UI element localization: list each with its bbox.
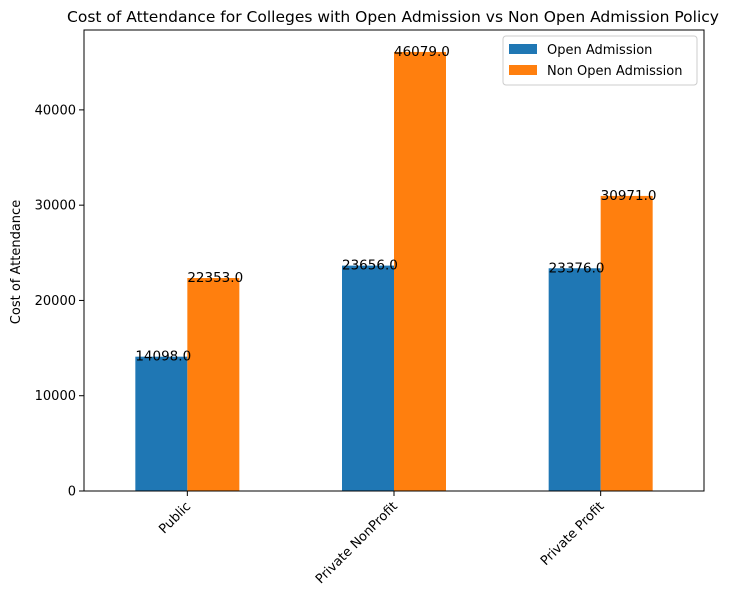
bars-group (135, 51, 653, 491)
bar-value-label: 23376.0 (549, 260, 605, 276)
plot-frame (83, 29, 705, 492)
y-tick-label: 30000 (35, 199, 76, 214)
x-tick-label: Public (156, 499, 194, 537)
bar-open-1 (342, 265, 394, 491)
x-tick-label: Private Profit (538, 499, 608, 569)
bar-labels-group: 14098.0 22353.0 23656.0 46079.0 23376.0 30971… (135, 44, 656, 365)
bar-non-open-0 (187, 278, 240, 491)
legend-label: Open Admission (547, 43, 652, 58)
y-axis: 0 10000 20000 30000 40000 (35, 103, 84, 500)
x-tick-label: Private NonProfit (313, 499, 401, 587)
legend-swatch (509, 44, 537, 54)
y-tick-label: 20000 (35, 294, 76, 309)
bar-value-label: 23656.0 (342, 258, 398, 274)
chart-title: Cost of Attendance for Colleges with Ope… (67, 8, 719, 26)
y-axis-label: Cost of Attendance (9, 200, 24, 324)
bar-non-open-2 (600, 195, 653, 491)
legend: Open Admission Non Open Admission (502, 35, 698, 86)
y-tick-label: 40000 (35, 103, 76, 118)
bar-open-0 (135, 356, 188, 491)
bar-non-open-1 (394, 51, 446, 491)
bar-value-label: 22353.0 (187, 270, 243, 286)
y-tick-label: 10000 (35, 389, 76, 404)
bar-open-2 (548, 268, 601, 491)
y-tick-label: 0 (68, 485, 76, 500)
legend-label: Non Open Admission (547, 64, 682, 79)
x-axis: Public Private NonProfit Private Profit (156, 491, 607, 587)
bar-value-label: 14098.0 (135, 349, 191, 365)
legend-swatch (509, 65, 537, 75)
bar-value-label: 46079.0 (394, 44, 450, 60)
bar-value-label: 30971.0 (601, 188, 657, 204)
legend-box (502, 35, 698, 86)
